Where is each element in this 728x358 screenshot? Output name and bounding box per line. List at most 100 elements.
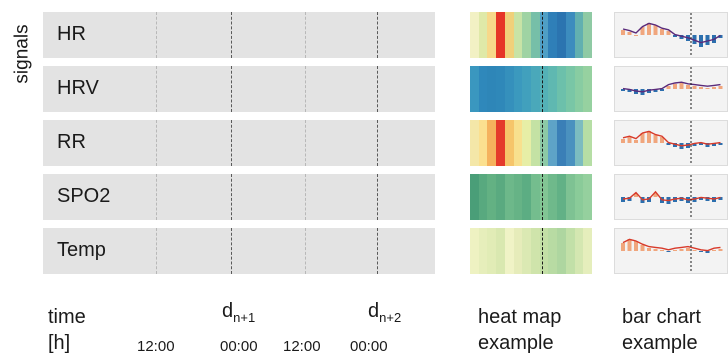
barchart-bar	[699, 35, 703, 47]
heatmap-temp	[470, 228, 592, 274]
heatmap-cell	[478, 228, 488, 274]
heatmap-cell	[478, 66, 488, 112]
heatmap-cell	[478, 174, 488, 220]
heatmap-cell	[470, 228, 479, 274]
heatmap-cell	[513, 228, 523, 274]
heatmap-cell	[539, 120, 549, 166]
tick-label-4: 00:00	[350, 338, 388, 355]
barchart-caption-line1: bar chart	[622, 306, 701, 328]
barchart-bar	[705, 35, 710, 45]
heatmap-cell	[557, 120, 566, 166]
heatmap-cell	[487, 228, 497, 274]
heatmap-cell	[504, 174, 514, 220]
barchart-bar	[673, 250, 677, 251]
barchart-bar	[621, 243, 625, 251]
signal-row-temp: Temp	[43, 228, 435, 274]
time-gridline	[377, 120, 378, 166]
barchart-bar	[699, 251, 703, 252]
time-gridline	[377, 174, 378, 220]
barchart-bar	[627, 89, 632, 92]
heatmap-cell	[531, 228, 540, 274]
time-gridline	[156, 174, 157, 220]
heatmap-marker	[542, 12, 543, 58]
barchart-bar	[692, 250, 697, 251]
barchart-bar	[647, 23, 651, 35]
barchart-bar	[627, 137, 632, 143]
heatmap-cell	[574, 12, 584, 58]
barchart-bar	[718, 143, 723, 145]
heatmap-cell	[548, 12, 558, 58]
barchart-bar	[634, 241, 638, 251]
barchart-trend-line	[622, 130, 721, 147]
time-gridline	[231, 120, 232, 166]
heatmap-cell	[539, 66, 549, 112]
heatmap-marker	[542, 66, 543, 112]
barchart-bar	[666, 143, 671, 145]
tick-label-3: 12:00	[283, 338, 321, 355]
heatmap-caption-line2: example	[478, 332, 554, 354]
barchart-bar	[679, 197, 684, 201]
heatmap-cell	[522, 66, 532, 112]
heatmap-cell	[496, 120, 505, 166]
barchart-bar	[686, 248, 690, 251]
heatmap-cell	[487, 174, 497, 220]
heatmap-cell	[513, 66, 523, 112]
barchart-bar	[679, 83, 684, 89]
day-label-n2-sub: n+2	[379, 310, 402, 325]
heatmap-cell	[522, 174, 532, 220]
unit-label: [h]	[48, 332, 71, 354]
heatmap-cell	[557, 66, 566, 112]
heatmap-cell	[574, 66, 584, 112]
heatmap-cell	[557, 174, 566, 220]
y-axis-label-container: signals	[8, 14, 38, 94]
signal-label: HRV	[57, 77, 99, 99]
heatmap-cell	[470, 66, 479, 112]
heatmap-cell	[531, 174, 540, 220]
barchart-bar	[666, 86, 671, 89]
signal-row-hrv: HRV	[43, 66, 435, 112]
heatmap-cell	[487, 66, 497, 112]
barchart-bar	[712, 87, 716, 89]
barchart-bar	[653, 193, 658, 197]
barchart-caption-line2: example	[622, 332, 698, 354]
heatmap-cell	[470, 120, 479, 166]
heatmap-cell	[539, 12, 549, 58]
barchart-spo2	[614, 174, 728, 220]
heatmap-cell	[565, 12, 575, 58]
barchart-bar	[653, 135, 658, 143]
barchart-bar	[712, 143, 716, 146]
signal-label: SPO2	[57, 185, 111, 207]
barchart-bar	[692, 86, 697, 89]
barchart-bar	[627, 197, 632, 201]
heatmap-cell	[496, 174, 505, 220]
barchart-bar	[627, 239, 632, 251]
barchart-bar	[653, 25, 658, 35]
signal-label: RR	[57, 131, 86, 153]
heatmap-cell	[583, 12, 592, 58]
time-gridline	[156, 66, 157, 112]
barchart-bar	[712, 250, 716, 251]
barchart-bar	[718, 249, 723, 251]
barchart-rr	[614, 120, 728, 166]
heatmap-cell	[531, 12, 540, 58]
barchart-bar	[634, 194, 638, 197]
barchart-bar	[699, 197, 703, 200]
time-gridline	[231, 66, 232, 112]
tick-label-1: 12:00	[137, 338, 175, 355]
barchart-bar	[679, 249, 684, 251]
barchart-bar	[634, 35, 638, 36]
signal-row-rr: RR	[43, 120, 435, 166]
heatmap-hrv	[470, 66, 592, 112]
signal-label: Temp	[57, 239, 106, 261]
time-gridline	[377, 66, 378, 112]
heatmap-cell	[496, 12, 505, 58]
barchart-bar	[705, 88, 710, 89]
heatmap-cell	[583, 66, 592, 112]
time-gridline	[377, 228, 378, 274]
day-label-n2: dn+2	[368, 300, 401, 325]
signal-row-hr: HR	[43, 12, 435, 58]
heatmap-cell	[522, 228, 532, 274]
heatmap-cell	[504, 120, 514, 166]
barchart-bar	[660, 250, 664, 251]
heatmap-cell	[504, 12, 514, 58]
